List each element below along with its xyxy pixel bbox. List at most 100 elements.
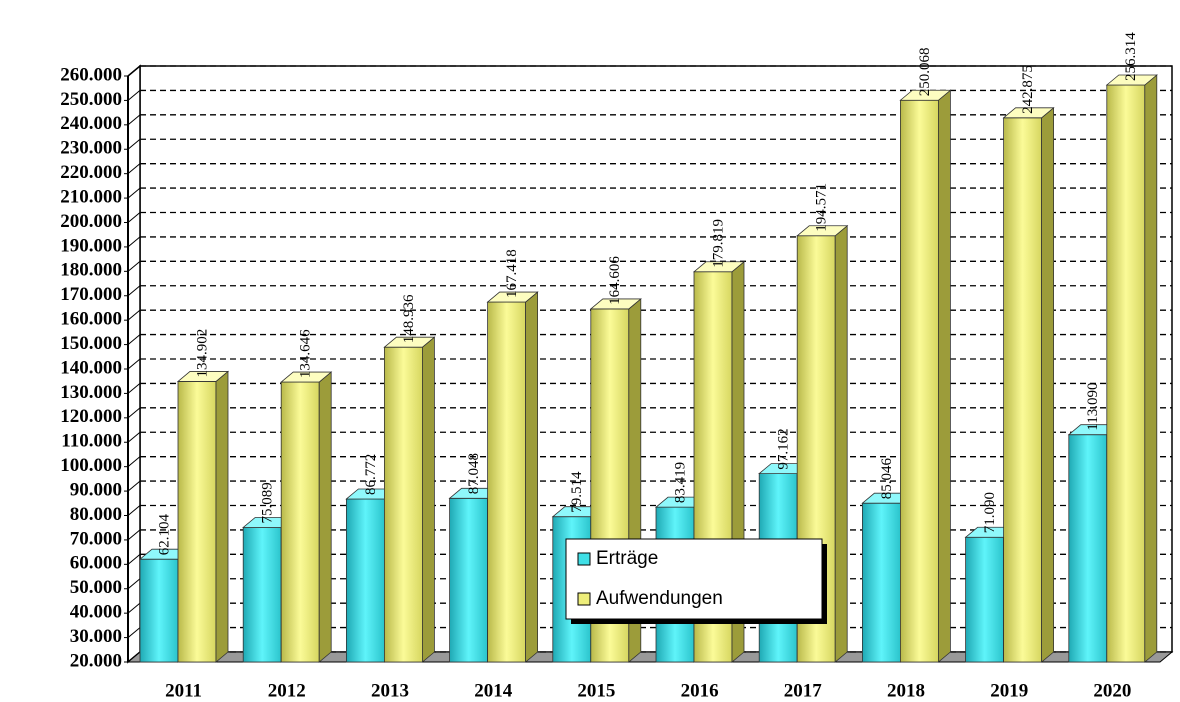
y-tick-label: 190.000	[60, 235, 122, 256]
x-tick-label: 2011	[165, 680, 202, 701]
y-tick-label: 40.000	[70, 602, 122, 623]
grid-line-side	[127, 578, 141, 590]
x-tick-label: 2015	[577, 680, 615, 701]
value-label: 167.418	[504, 249, 520, 298]
legend-swatch	[577, 552, 591, 566]
bar-top	[589, 298, 642, 310]
value-label: 83.419	[672, 462, 688, 503]
x-tick-label: 2018	[887, 680, 925, 701]
bar	[280, 381, 320, 663]
grid-line-side	[127, 138, 141, 150]
x-tick-label: 2012	[268, 680, 306, 701]
value-label: 134.902	[194, 329, 210, 378]
bar	[242, 527, 282, 663]
value-label: 71.090	[982, 492, 998, 533]
value-label: 62.104	[156, 513, 172, 555]
bar	[139, 558, 179, 663]
grid-line-side	[127, 285, 141, 297]
y-tick-label: 30.000	[70, 626, 122, 647]
grid-line-side	[127, 260, 141, 272]
bar	[177, 381, 217, 663]
legend	[565, 538, 823, 620]
value-label: 97.162	[776, 428, 792, 469]
bar-top	[796, 225, 849, 237]
bar	[862, 502, 901, 663]
grid-line-side	[127, 627, 141, 638]
grid-line-side	[127, 407, 141, 419]
y-tick-label: 180.000	[60, 260, 122, 281]
bar	[383, 346, 423, 663]
y-tick-label: 260.000	[60, 64, 122, 85]
grid-line-side	[127, 212, 141, 223]
y-tick-label: 80.000	[70, 504, 122, 525]
value-label: 164.606	[607, 256, 623, 305]
value-label: 87.048	[466, 453, 482, 494]
bar	[1003, 117, 1042, 663]
y-tick-label: 150.000	[60, 333, 122, 354]
y-tick-label: 200.000	[60, 211, 122, 232]
bar	[487, 301, 527, 663]
grid-line-side	[127, 65, 141, 77]
bar	[345, 498, 385, 663]
x-tick-label: 2013	[371, 680, 409, 701]
value-label: 179.819	[710, 219, 726, 268]
bar	[1068, 434, 1108, 663]
x-tick-label: 2014	[474, 680, 513, 701]
bar-side	[215, 370, 229, 663]
y-tick-label: 210.000	[60, 186, 122, 207]
y-tick-label: 140.000	[60, 357, 122, 378]
grid-line-side	[127, 383, 141, 394]
grid-line-side	[127, 505, 141, 516]
value-label: 242.875	[1020, 65, 1036, 114]
grid-line-side	[127, 529, 141, 541]
grid-line-side	[127, 602, 141, 614]
value-label: 134.646	[298, 329, 314, 378]
legend-label: Aufwendungen	[596, 588, 723, 609]
bar-top	[899, 89, 952, 101]
bar	[449, 497, 489, 663]
value-label: 148.936	[401, 294, 417, 343]
x-tick-label: 2019	[990, 680, 1028, 701]
bar-top	[176, 371, 230, 382]
y-tick-label: 70.000	[70, 528, 122, 549]
y-tick-label: 240.000	[60, 113, 122, 134]
grid-line-side	[127, 456, 141, 468]
bar-top	[1002, 107, 1055, 119]
value-label: 194.571	[814, 183, 830, 232]
value-label: 113.090	[1085, 383, 1101, 431]
y-tick-label: 120.000	[60, 406, 122, 427]
grid-line-side	[127, 651, 141, 663]
bar-side	[938, 89, 951, 663]
value-label: 85.046	[879, 457, 895, 499]
y-tick-label: 230.000	[60, 138, 122, 159]
bar-top	[692, 261, 746, 273]
bar-side	[1144, 74, 1158, 663]
y-tick-label: 100.000	[60, 455, 122, 476]
grid-line-side	[127, 114, 141, 126]
y-tick-label: 170.000	[60, 284, 122, 305]
x-tick-label: 2020	[1093, 680, 1131, 701]
grid-line-side	[127, 431, 141, 443]
grid-line-side	[127, 309, 141, 321]
grid-line-side	[127, 187, 141, 199]
bar	[1106, 84, 1146, 663]
y-tick-label: 60.000	[70, 553, 122, 574]
grid-line-side	[127, 480, 141, 492]
bar-side	[1041, 106, 1054, 663]
value-label: 256.314	[1123, 32, 1139, 81]
y-tick-label: 220.000	[60, 162, 122, 183]
grid-line-side	[127, 90, 141, 101]
legend-label: Erträge	[596, 548, 658, 569]
bar-side	[318, 371, 332, 663]
grid-line-side	[127, 358, 141, 370]
bar-side	[834, 224, 848, 663]
value-label: 250.068	[917, 48, 933, 97]
grid-line-side	[127, 553, 141, 565]
bar-top	[383, 336, 436, 348]
y-tick-label: 130.000	[60, 382, 122, 403]
grid-line-side	[127, 163, 141, 175]
legend-swatch	[577, 592, 591, 606]
value-label: 86.772	[363, 454, 379, 495]
bar-top	[1105, 74, 1158, 86]
